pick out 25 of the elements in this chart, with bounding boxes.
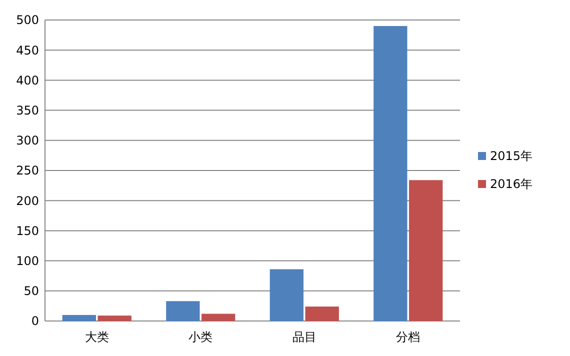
y-tick-label: 400 — [16, 73, 39, 88]
x-tick-label: 品目 — [292, 330, 316, 344]
y-tick-label: 100 — [16, 254, 39, 268]
bar — [62, 314, 96, 321]
x-tick-label: 大类 — [84, 330, 109, 344]
bar — [202, 314, 236, 321]
y-tick-label: 50 — [24, 284, 39, 298]
bar — [270, 269, 304, 321]
bar — [374, 26, 408, 321]
y-tick-label: 450 — [16, 43, 39, 58]
y-tick-label: 150 — [16, 224, 39, 238]
y-tick-label: 300 — [16, 134, 39, 148]
legend-label: 2015年 — [490, 149, 533, 164]
bar — [166, 301, 200, 321]
y-tick-label: 350 — [16, 104, 39, 118]
x-tick-label: 小类 — [188, 330, 213, 344]
y-tick-label: 500 — [16, 13, 39, 28]
y-tick-label: 250 — [16, 164, 39, 178]
bar — [305, 306, 339, 321]
legend-label: 2016年 — [490, 177, 533, 192]
x-tick-label: 分档 — [396, 330, 420, 344]
y-tick-label: 200 — [16, 194, 39, 208]
bar — [409, 180, 443, 321]
y-tick-label: 0 — [31, 314, 39, 328]
bar — [98, 316, 132, 321]
